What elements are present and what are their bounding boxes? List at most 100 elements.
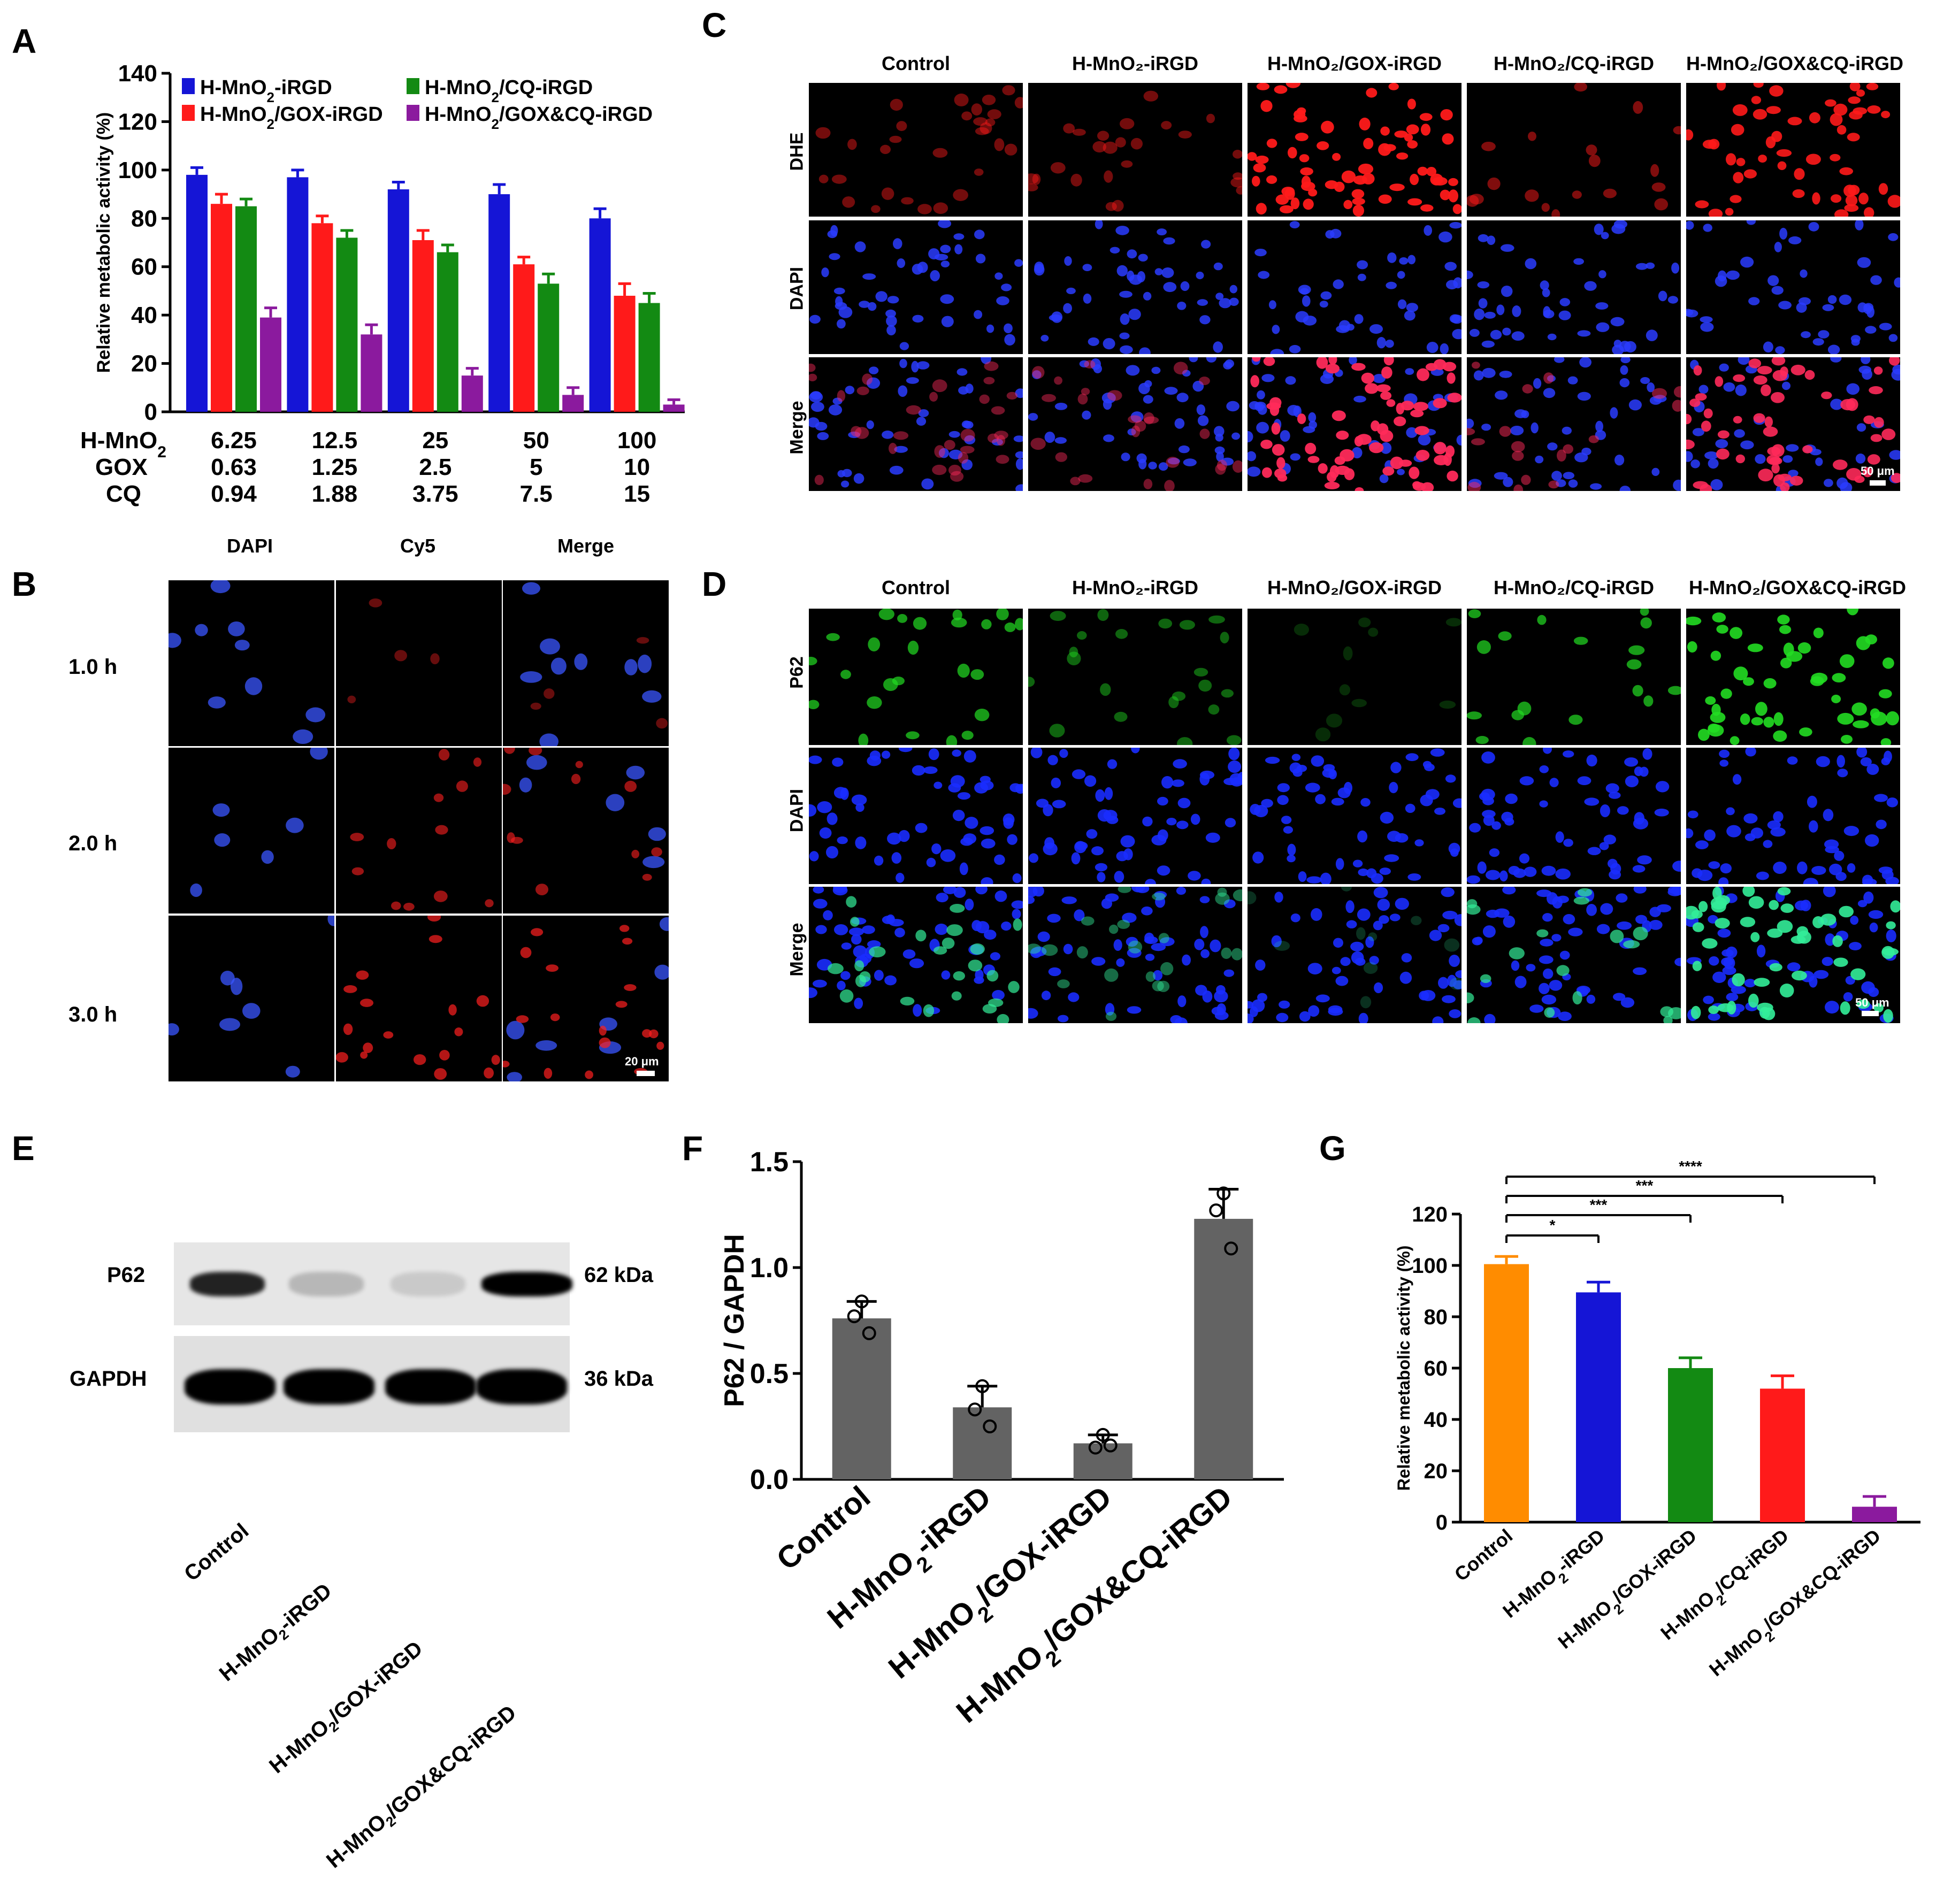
cell-nucleus — [1084, 360, 1096, 368]
cell-nucleus — [1006, 391, 1018, 400]
cell-nucleus — [1584, 281, 1597, 291]
cell-nucleus — [1252, 357, 1261, 362]
cell-nucleus — [1805, 153, 1821, 165]
cell-image — [1248, 83, 1461, 217]
cell-nucleus — [1715, 918, 1730, 929]
cell-nucleus — [1365, 936, 1374, 948]
cell-nucleus — [1414, 839, 1424, 847]
cell-nucleus — [1577, 888, 1593, 897]
cell-nucleus — [1886, 711, 1899, 726]
cell-nucleus — [1275, 194, 1289, 205]
cell-nucleus — [1333, 938, 1343, 948]
cell-nucleus — [546, 964, 558, 972]
panel-b-scalebar — [637, 1071, 655, 1076]
cell-nucleus — [1730, 627, 1743, 639]
cell-nucleus — [1472, 362, 1480, 369]
cell-nucleus — [915, 823, 928, 833]
cell-image — [815, 85, 1023, 214]
panel-d-row-p62: P62 — [786, 656, 807, 689]
cell-nucleus — [484, 1067, 494, 1079]
panel-d-row-dapi: DAPI — [786, 788, 807, 833]
cell-nucleus — [1809, 976, 1818, 988]
cell-nucleus — [1833, 103, 1848, 116]
cell-nucleus — [1809, 112, 1820, 124]
cell-nucleus — [1624, 341, 1636, 353]
cell-nucleus — [1152, 893, 1166, 901]
cell-nucleus — [1771, 286, 1784, 295]
cell-nucleus — [817, 801, 832, 813]
cell-nucleus — [649, 1029, 659, 1039]
cell-nucleus — [923, 766, 938, 774]
cell-nucleus — [1572, 190, 1582, 199]
a-legend-swatch — [407, 78, 419, 94]
cell-nucleus — [1356, 927, 1366, 940]
cell-nucleus — [902, 949, 916, 959]
cell-nucleus — [1126, 365, 1140, 376]
cell-nucleus — [819, 827, 832, 839]
cell-nucleus — [1719, 759, 1729, 767]
cell-nucleus — [1061, 896, 1077, 904]
cell-nucleus — [1198, 679, 1212, 692]
cell-nucleus — [1297, 413, 1306, 424]
cell-nucleus — [1291, 754, 1301, 761]
cell-nucleus — [1834, 209, 1849, 217]
cell-nucleus — [997, 435, 1006, 446]
cell-nucleus — [1446, 280, 1458, 290]
cell-nucleus — [1889, 357, 1900, 366]
cell-nucleus — [952, 810, 965, 822]
cell-nucleus — [1097, 872, 1106, 882]
cell-nucleus — [1015, 484, 1023, 491]
cell-nucleus — [971, 920, 982, 931]
cell-nucleus — [1255, 155, 1269, 164]
cell-nucleus — [1141, 906, 1153, 916]
cell-nucleus — [1742, 887, 1755, 897]
cell-nucleus — [1467, 1017, 1481, 1023]
cell-nucleus — [1720, 863, 1732, 874]
cell-nucleus — [1698, 728, 1710, 741]
cell-nucleus — [1825, 1001, 1839, 1014]
cell-nucleus — [1415, 450, 1430, 461]
cell-nucleus — [1790, 364, 1805, 375]
panel-c-col-cq-irgd: H-MnO₂/CQ-iRGD — [1494, 52, 1654, 74]
cell-nucleus — [1856, 423, 1866, 432]
cell-nucleus — [1248, 1013, 1254, 1023]
cell-nucleus — [1183, 458, 1197, 466]
cell-nucleus — [901, 197, 914, 205]
cell-nucleus — [1452, 798, 1461, 808]
cell-nucleus — [544, 688, 555, 699]
cell-nucleus — [1116, 958, 1125, 967]
cell-nucleus — [1082, 264, 1092, 271]
a-row-label-h-mno2: H-MnO2 — [80, 427, 166, 461]
cell-nucleus — [1695, 840, 1709, 849]
cell-nucleus — [1794, 168, 1805, 180]
cell-nucleus — [1649, 920, 1663, 930]
cell-nucleus — [305, 707, 326, 723]
cell-nucleus — [1072, 769, 1086, 779]
cell-nucleus — [1619, 378, 1630, 388]
cell-nucleus — [1308, 412, 1317, 423]
a-bar — [311, 223, 333, 412]
cell-nucleus — [1812, 916, 1824, 928]
cell-nucleus — [1788, 470, 1799, 477]
a-legend-label: H-MnO2/CQ-iRGD — [425, 76, 593, 105]
cell-nucleus — [1300, 167, 1313, 176]
cell-nucleus — [1704, 451, 1719, 459]
blot-band-gapdh — [385, 1369, 476, 1404]
a-category-value: 0.63 — [211, 454, 257, 480]
cell-nucleus — [1069, 647, 1078, 658]
cell-nucleus — [1757, 366, 1772, 375]
cell-nucleus — [1548, 480, 1559, 489]
cell-nucleus — [1157, 865, 1170, 876]
cell-nucleus — [1170, 1015, 1182, 1023]
panel-c-dhe-1 — [809, 83, 1023, 217]
cell-nucleus — [1396, 152, 1409, 160]
cell-nucleus — [1831, 194, 1842, 203]
cell-nucleus — [1248, 431, 1253, 443]
cell-nucleus — [897, 614, 908, 623]
cell-nucleus — [1290, 197, 1300, 210]
g-bar — [1576, 1292, 1621, 1522]
f-data-point — [1216, 1186, 1231, 1201]
cell-nucleus — [1600, 903, 1613, 915]
cell-nucleus — [1353, 175, 1367, 185]
cell-nucleus — [1663, 1016, 1673, 1023]
